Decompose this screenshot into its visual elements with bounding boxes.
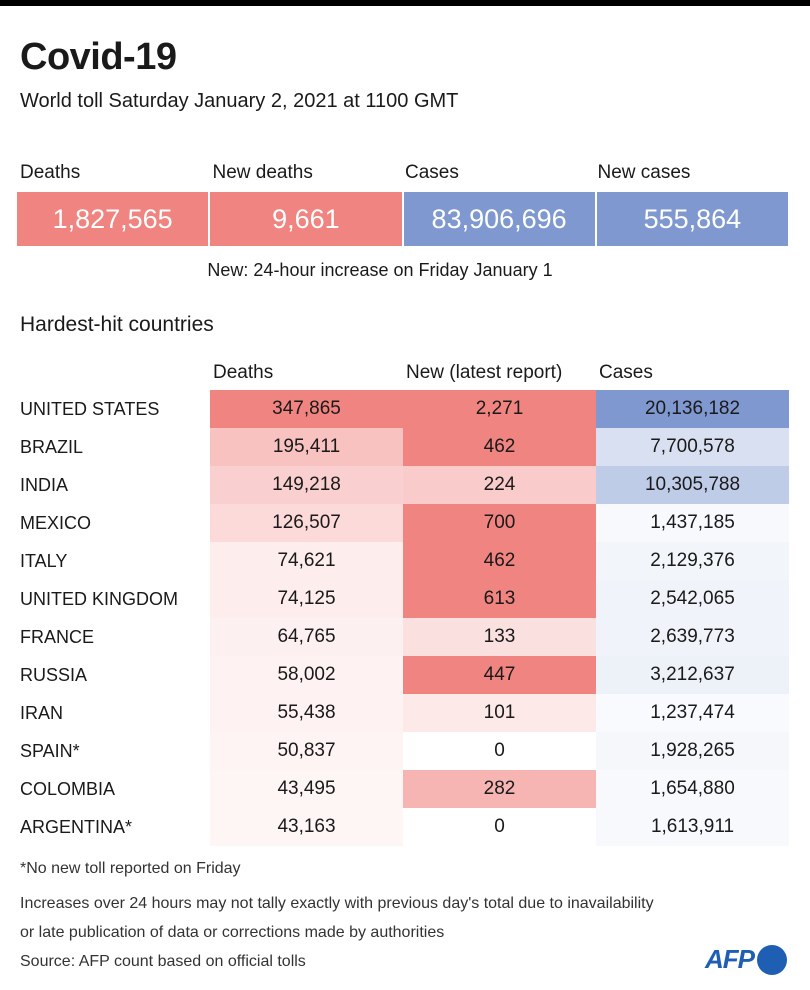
new-deaths-cell: 0 — [403, 732, 596, 770]
cases-cell: 3,212,637 — [596, 656, 789, 694]
summary-boxes: 1,827,565 9,661 83,906,696 555,864 — [17, 192, 788, 246]
afp-logo: AFP — [705, 944, 787, 975]
cases-cell: 1,613,911 — [596, 808, 789, 846]
new-deaths-cell: 0 — [403, 808, 596, 846]
country-name: ITALY — [20, 550, 68, 571]
new-deaths-cell: 282 — [403, 770, 596, 808]
country-name: ARGENTINA* — [20, 816, 133, 837]
country-name: UNITED KINGDOM — [20, 588, 179, 609]
table-row: UNITED STATES 347,865 2,271 20,136,182 — [0, 390, 810, 428]
new-deaths-cell: 133 — [403, 618, 596, 656]
cases-cell: 2,639,773 — [596, 618, 789, 656]
cases-cell: 1,437,185 — [596, 504, 789, 542]
table-row: IRAN 55,438 101 1,237,474 — [0, 694, 810, 732]
deaths-cell: 347,865 — [210, 390, 403, 428]
new-deaths-cell: 2,271 — [403, 390, 596, 428]
country-name: FRANCE — [20, 626, 95, 647]
footnote-line-2: or late publication of data or correctio… — [20, 924, 445, 941]
deaths-cell: 195,411 — [210, 428, 403, 466]
cases-cell: 2,542,065 — [596, 580, 789, 618]
country-name: IRAN — [20, 702, 64, 723]
column-header-new: New (latest report) — [406, 362, 563, 383]
deaths-cell: 126,507 — [210, 504, 403, 542]
new-deaths-cell: 700 — [403, 504, 596, 542]
afp-logo-circle-icon — [757, 944, 787, 975]
deaths-cell: 43,495 — [210, 770, 403, 808]
summary-label-new-cases: New cases — [597, 162, 691, 183]
table-row: SPAIN* 50,837 0 1,928,265 — [0, 732, 810, 770]
cases-cell: 7,700,578 — [596, 428, 789, 466]
new-deaths-cell: 101 — [403, 694, 596, 732]
country-name: SPAIN* — [20, 740, 80, 761]
new-deaths-cell: 613 — [403, 580, 596, 618]
footnote-source: Source: AFP count based on official toll… — [20, 953, 306, 970]
summary-label-new-deaths: New deaths — [212, 162, 313, 183]
table-row: MEXICO 126,507 700 1,437,185 — [0, 504, 810, 542]
countries-table: UNITED STATES 347,865 2,271 20,136,182 BRAZI… — [0, 390, 810, 846]
cases-cell: 1,654,880 — [596, 770, 789, 808]
summary-note: New: 24-hour increase on Friday January … — [207, 260, 553, 280]
summary-value-new-cases: 555,864 — [596, 192, 788, 246]
table-row: COLOMBIA 43,495 282 1,654,880 — [0, 770, 810, 808]
section-title: Hardest-hit countries — [20, 313, 214, 336]
table-row: UNITED KINGDOM 74,125 613 2,542,065 — [0, 580, 810, 618]
summary-value-deaths: 1,827,565 — [17, 192, 209, 246]
table-row: BRAZIL 195,411 462 7,700,578 — [0, 428, 810, 466]
country-name: COLOMBIA — [20, 778, 116, 799]
cases-cell: 10,305,788 — [596, 466, 789, 504]
new-deaths-cell: 447 — [403, 656, 596, 694]
deaths-cell: 43,163 — [210, 808, 403, 846]
summary-label-deaths: Deaths — [20, 162, 81, 183]
deaths-cell: 149,218 — [210, 466, 403, 504]
country-name: UNITED STATES — [20, 398, 160, 419]
deaths-cell: 64,765 — [210, 618, 403, 656]
deaths-cell: 74,125 — [210, 580, 403, 618]
deaths-cell: 50,837 — [210, 732, 403, 770]
cases-cell: 2,129,376 — [596, 542, 789, 580]
table-row: INDIA 149,218 224 10,305,788 — [0, 466, 810, 504]
page-subtitle: World toll Saturday January 2, 2021 at 1… — [20, 90, 459, 112]
table-row: RUSSIA 58,002 447 3,212,637 — [0, 656, 810, 694]
afp-logo-text: AFP — [705, 944, 755, 974]
summary-labels: Deaths New deaths Cases New cases — [20, 162, 790, 184]
footnote-asterisk: *No new toll reported on Friday — [20, 860, 241, 877]
country-name: BRAZIL — [20, 436, 84, 457]
cases-cell: 20,136,182 — [596, 390, 789, 428]
country-name: MEXICO — [20, 512, 92, 533]
new-deaths-cell: 462 — [403, 428, 596, 466]
table-row: ITALY 74,621 462 2,129,376 — [0, 542, 810, 580]
page-title: Covid-19 — [20, 36, 177, 78]
deaths-cell: 55,438 — [210, 694, 403, 732]
summary-label-cases: Cases — [405, 162, 459, 183]
country-name: INDIA — [20, 474, 69, 495]
deaths-cell: 58,002 — [210, 656, 403, 694]
new-deaths-cell: 462 — [403, 542, 596, 580]
new-deaths-cell: 224 — [403, 466, 596, 504]
cases-cell: 1,928,265 — [596, 732, 789, 770]
cases-cell: 1,237,474 — [596, 694, 789, 732]
column-header-deaths: Deaths — [213, 362, 274, 383]
footnote-line-1: Increases over 24 hours may not tally ex… — [20, 895, 654, 912]
table-row: ARGENTINA* 43,163 0 1,613,911 — [0, 808, 810, 846]
summary-value-new-deaths: 9,661 — [210, 192, 402, 246]
table-row: FRANCE 64,765 133 2,639,773 — [0, 618, 810, 656]
deaths-cell: 74,621 — [210, 542, 403, 580]
summary-value-cases: 83,906,696 — [403, 192, 595, 246]
top-bar — [0, 0, 810, 6]
column-header-cases: Cases — [599, 362, 653, 383]
country-name: RUSSIA — [20, 664, 88, 685]
